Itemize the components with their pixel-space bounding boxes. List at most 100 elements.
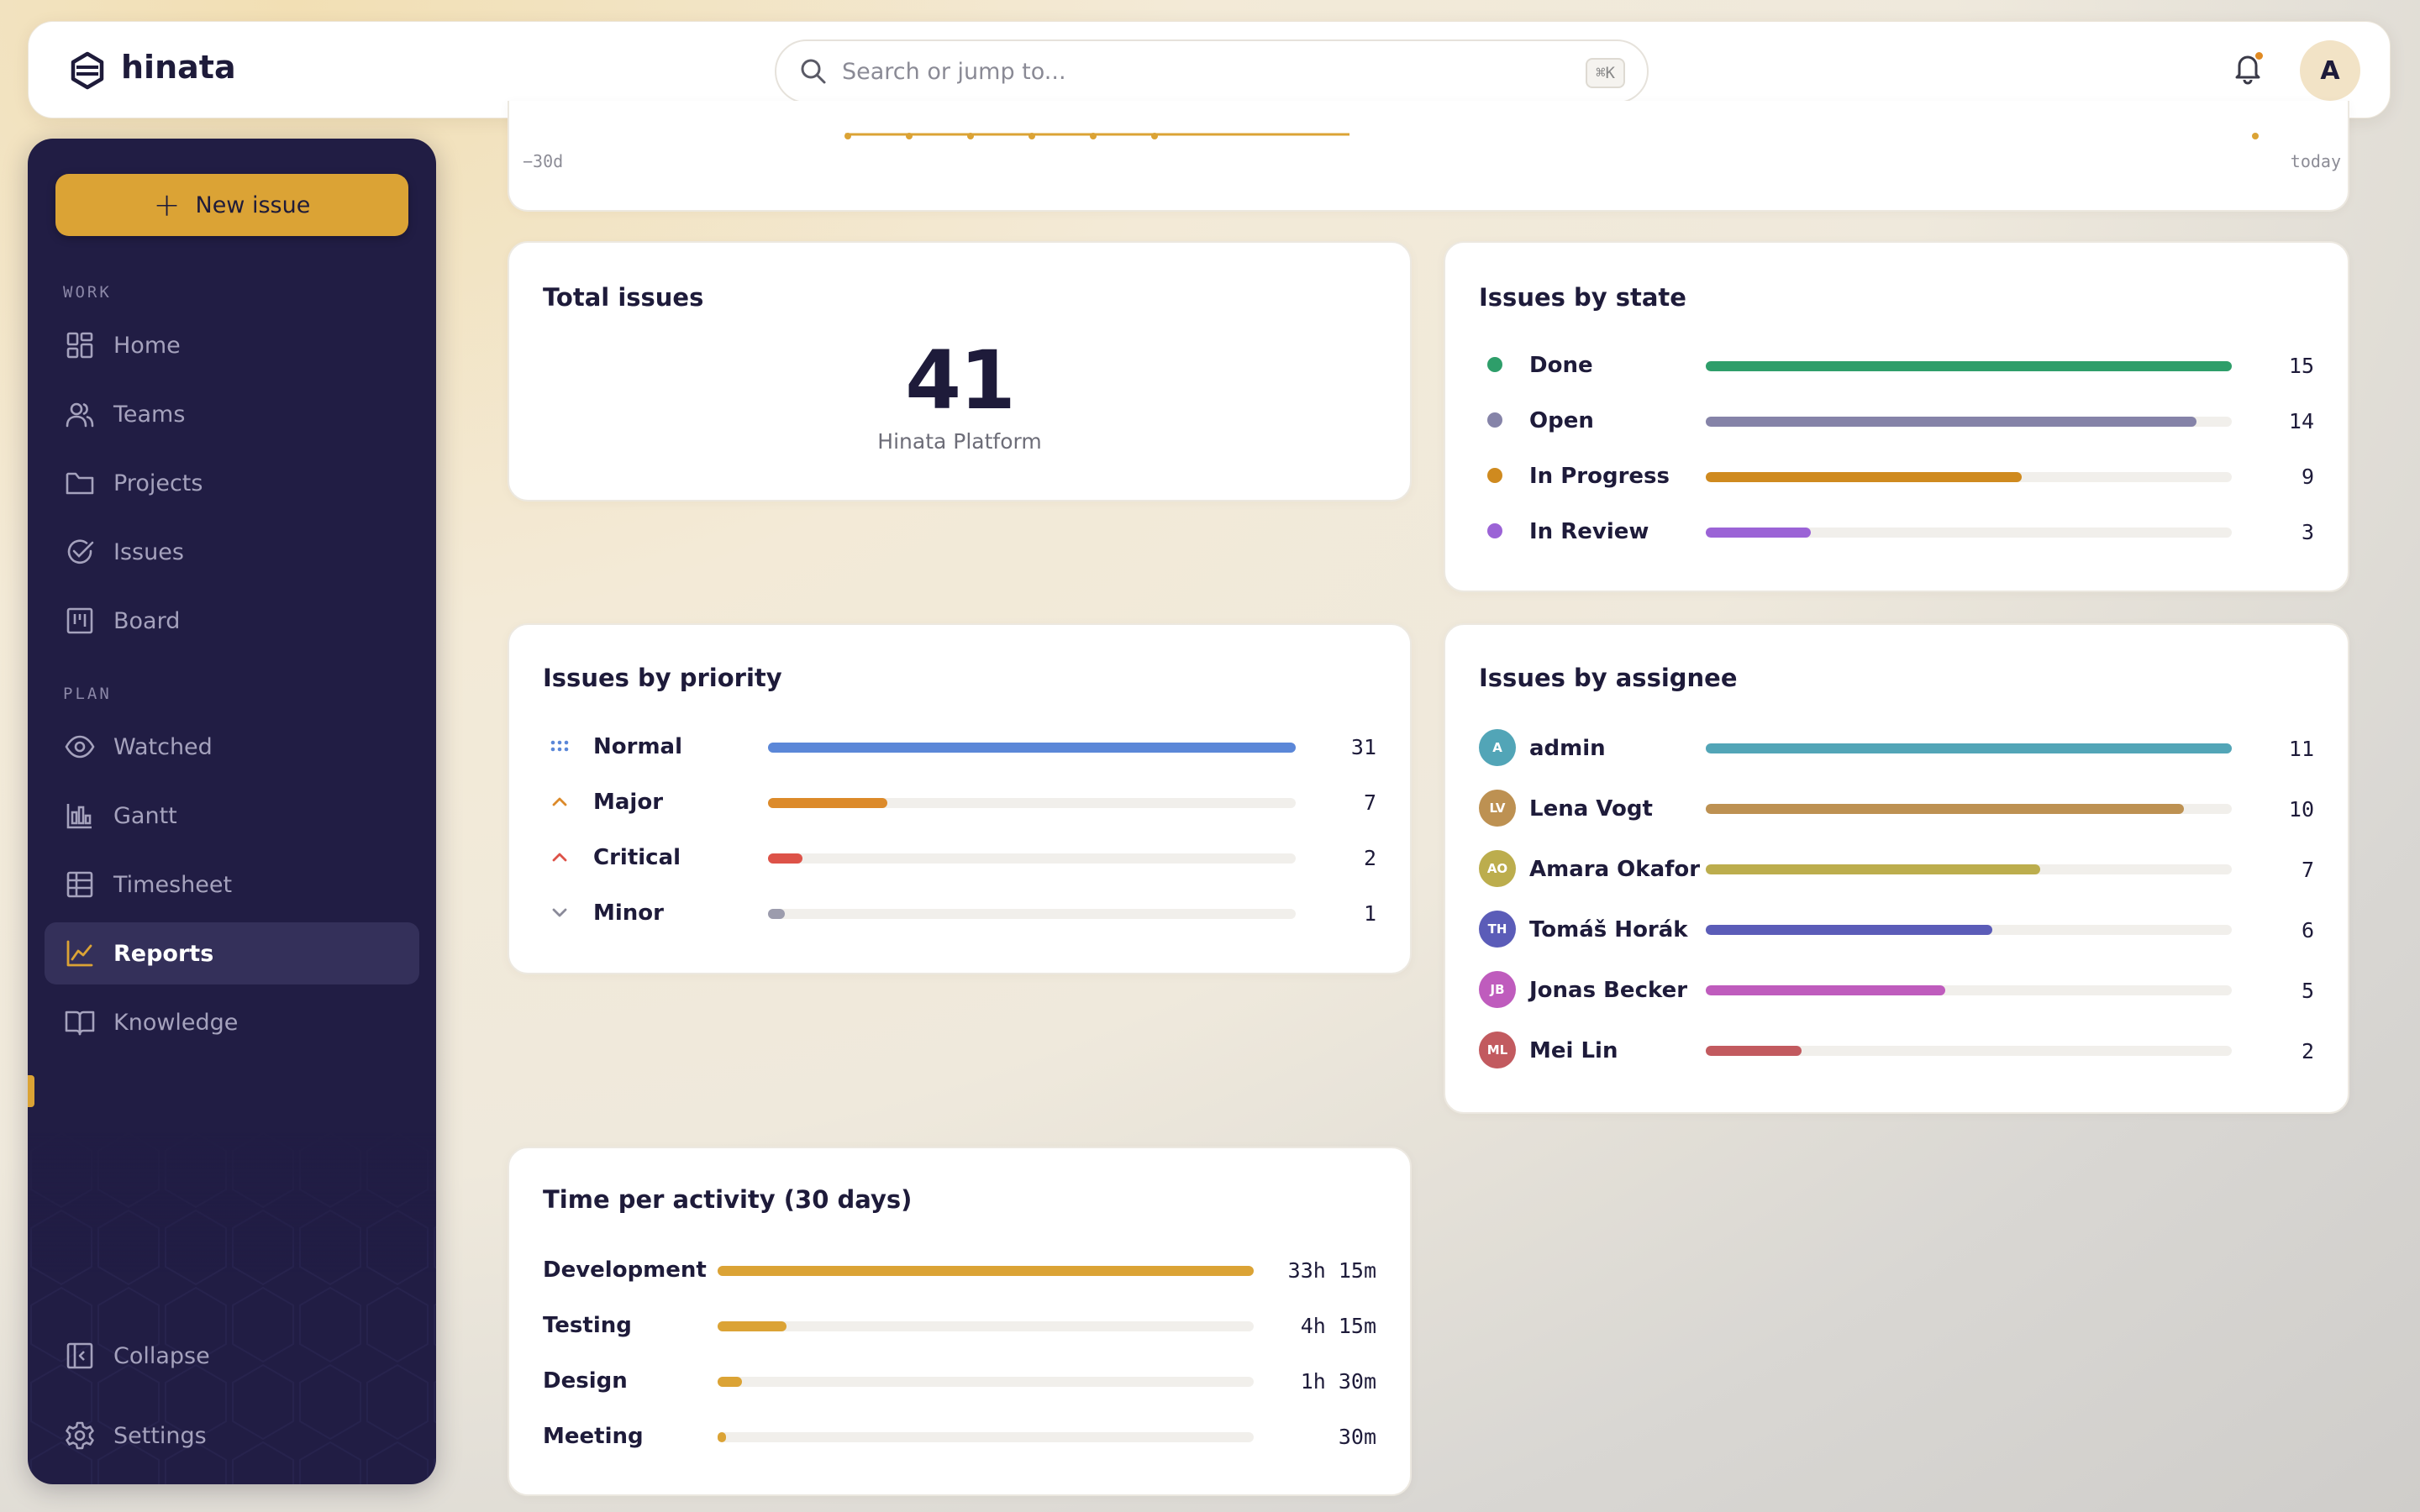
assignee-bar-track [1706,925,2232,935]
sidebar-item-label: Gantt [113,802,177,829]
search-icon [798,56,829,87]
state-dot [1487,357,1502,372]
state-row[interactable]: Done 15 [1445,348,2348,381]
assignee-name: admin [1529,736,1606,761]
assignee-row[interactable]: TH Tomáš Horák 6 [1445,911,2348,948]
plus-icon: + [153,186,181,223]
assignee-avatar: TH [1479,911,1516,948]
state-dot [1487,412,1502,428]
assignee-count: 6 [2301,918,2314,942]
priority-row[interactable]: Normal 31 [509,729,1410,763]
activity-row[interactable]: Design 1h 30m [509,1363,1410,1397]
activity-bar [718,1266,1254,1276]
collapse-icon [65,1341,95,1371]
search-bar[interactable]: Search or jump to... ⌘K [775,39,1649,103]
sidebar-item-knowledge[interactable]: Knowledge [45,991,419,1053]
sidebar-item-gantt[interactable]: Gantt [45,785,419,847]
total-issues-value: 41 [905,333,1016,428]
activity-bar [718,1432,726,1442]
sidebar-item-issues[interactable]: Issues [45,521,419,583]
state-dot [1487,468,1502,483]
sidebar-item-board[interactable]: Board [45,590,419,652]
priority-count: 31 [1350,735,1376,759]
assignee-bar-track [1706,743,2232,753]
total-issues-project: Hinata Platform [877,429,1042,454]
activity-duration: 4h 15m [1300,1314,1376,1338]
sidebar-item-timesheet[interactable]: Timesheet [45,853,419,916]
activity-duration: 30m [1338,1425,1376,1449]
assignee-row[interactable]: ML Mei Lin 2 [1445,1032,2348,1068]
priority-label: Minor [593,900,664,926]
axis-label-start: −30d [523,151,564,171]
folder-icon [65,468,95,498]
hinata-logo-icon[interactable] [62,47,113,94]
sidebar-item-watched[interactable]: Watched [45,716,419,778]
assignee-bar [1706,804,2185,814]
state-row[interactable]: Open 14 [1445,403,2348,437]
search-placeholder[interactable]: Search or jump to... [842,58,1066,85]
issues-by-priority-card: Issues by priority Normal 31 Major 7 Critica… [508,623,1412,974]
assignee-name: Jonas Becker [1529,978,1688,1003]
sidebar-item-home[interactable]: Home [45,314,419,376]
card-title: Issues by state [1479,283,1686,312]
assignee-row[interactable]: AO Amara Okafor 7 [1445,850,2348,887]
sidebar-item-label: Settings [113,1422,207,1449]
activity-row[interactable]: Testing 4h 15m [509,1308,1410,1341]
state-bar [1706,528,1812,538]
gantt-icon [65,801,95,831]
assignee-bar-track [1706,864,2232,874]
priority-bar [768,798,887,808]
home-icon [65,330,95,360]
new-issue-button[interactable]: + New issue [55,174,408,236]
activity-row[interactable]: Development 33h 15m [509,1252,1410,1286]
state-row[interactable]: In Review 3 [1445,514,2348,548]
state-bar-track [1706,417,2232,427]
sidebar-item-reports[interactable]: Reports [45,922,419,984]
sidebar-item-projects[interactable]: Projects [45,452,419,514]
priority-count: 1 [1363,901,1376,926]
chevron-up-icon [548,845,571,869]
activity-bar [718,1321,786,1331]
activity-row[interactable]: Meeting 30m [509,1419,1410,1452]
card-title: Total issues [543,283,704,312]
axis-label-end: today [2290,151,2341,171]
assignee-avatar: JB [1479,971,1516,1008]
assignee-name: Tomáš Horák [1529,917,1688,942]
assignee-avatar: A [1479,729,1516,766]
sidebar-collapse-button[interactable]: Collapse [45,1325,419,1387]
sidebar-item-label: Timesheet [113,871,233,898]
brand-name[interactable]: hinata [121,49,236,86]
assignee-bar [1706,864,2041,874]
sidebar-item-label: Issues [113,538,184,565]
state-count: 3 [2301,520,2314,544]
card-title: Issues by priority [543,664,782,692]
priority-row[interactable]: Minor 1 [509,895,1410,929]
assignee-name: Lena Vogt [1529,796,1653,822]
sidebar-item-label: Teams [113,401,186,428]
state-bar [1706,472,2022,482]
state-bar [1706,417,2197,427]
time-per-activity-card: Time per activity (30 days) Development 3… [508,1147,1412,1496]
activity-label: Testing [543,1313,632,1338]
activity-bar-track [718,1377,1254,1387]
user-avatar[interactable]: A [2300,40,2360,101]
normal-priority-icon [548,734,571,758]
priority-row[interactable]: Major 7 [509,785,1410,818]
sidebar-settings-button[interactable]: Settings [45,1404,419,1467]
sidebar-item-label: Board [113,607,181,634]
notifications-bell-icon[interactable] [2229,50,2266,87]
trend-line [844,133,2259,139]
active-indicator [28,1075,34,1107]
activity-duration: 33h 15m [1287,1258,1376,1283]
assignee-row[interactable]: JB Jonas Becker 5 [1445,971,2348,1008]
assignee-row[interactable]: LV Lena Vogt 10 [1445,790,2348,827]
assignee-name: Amara Okafor [1529,857,1701,882]
priority-row[interactable]: Critical 2 [509,840,1410,874]
activity-label: Development [543,1257,707,1283]
sidebar: + New issue WORK Home Teams Projects Iss… [28,139,436,1484]
sidebar-item-teams[interactable]: Teams [45,383,419,445]
state-row[interactable]: In Progress 9 [1445,459,2348,492]
notification-dot [2255,52,2263,60]
activity-bar-track [718,1321,1254,1331]
